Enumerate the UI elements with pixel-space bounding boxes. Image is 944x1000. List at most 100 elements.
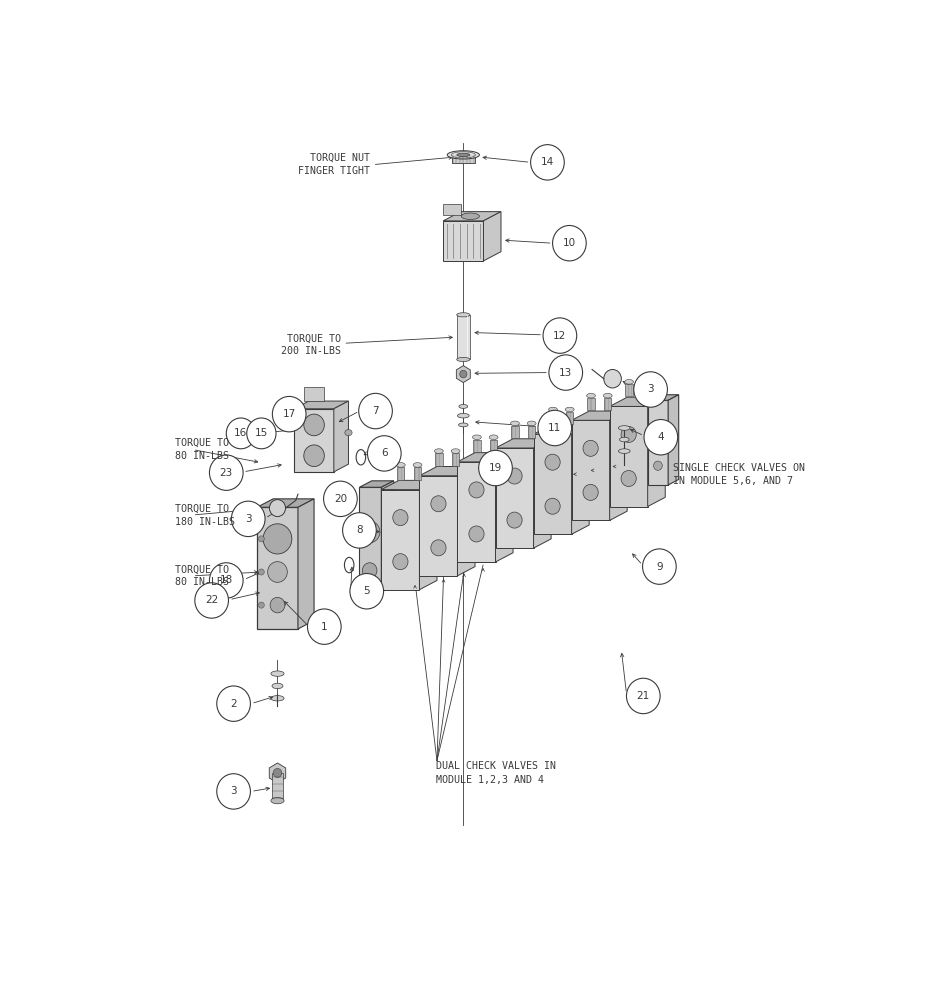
Polygon shape: [419, 466, 475, 476]
Circle shape: [231, 501, 265, 537]
Bar: [457, 315, 470, 359]
Text: 16: 16: [234, 428, 247, 438]
Polygon shape: [533, 434, 571, 534]
Bar: [443, 204, 462, 215]
Circle shape: [304, 414, 325, 436]
Polygon shape: [381, 490, 419, 590]
Circle shape: [217, 774, 250, 809]
Circle shape: [543, 318, 577, 353]
Circle shape: [269, 500, 285, 517]
Bar: [566, 412, 573, 424]
Text: TORQUE TO
80 IN-LBS: TORQUE TO 80 IN-LBS: [175, 438, 229, 461]
Ellipse shape: [271, 671, 284, 676]
Text: 12: 12: [553, 331, 566, 341]
Ellipse shape: [618, 426, 631, 430]
Ellipse shape: [625, 379, 633, 384]
Text: 15: 15: [255, 428, 268, 438]
Polygon shape: [295, 409, 334, 472]
Circle shape: [367, 436, 401, 471]
Circle shape: [621, 426, 636, 442]
Ellipse shape: [618, 449, 631, 453]
Text: 17: 17: [282, 409, 295, 419]
Polygon shape: [381, 480, 437, 490]
Text: 4: 4: [658, 432, 665, 442]
Circle shape: [653, 461, 663, 470]
Text: TORQUE NUT
FINGER TIGHT: TORQUE NUT FINGER TIGHT: [298, 153, 370, 176]
Polygon shape: [648, 400, 668, 485]
Text: 2: 2: [230, 699, 237, 709]
Bar: [435, 453, 443, 466]
Polygon shape: [496, 439, 551, 448]
Polygon shape: [334, 401, 348, 472]
Ellipse shape: [457, 153, 470, 157]
Polygon shape: [610, 411, 627, 520]
Ellipse shape: [548, 407, 557, 412]
Circle shape: [552, 225, 586, 261]
Ellipse shape: [489, 435, 498, 440]
Text: 3: 3: [230, 786, 237, 796]
Text: 22: 22: [205, 595, 218, 605]
Ellipse shape: [396, 463, 405, 467]
Circle shape: [263, 524, 292, 554]
Polygon shape: [496, 448, 533, 548]
Text: TORQUE TO
80 IN-LBS: TORQUE TO 80 IN-LBS: [175, 564, 229, 587]
Bar: [272, 773, 283, 798]
Polygon shape: [571, 411, 627, 420]
Circle shape: [604, 369, 621, 388]
Circle shape: [460, 370, 467, 378]
Bar: [473, 440, 480, 452]
Bar: [490, 440, 497, 452]
Polygon shape: [443, 221, 483, 261]
Polygon shape: [257, 507, 298, 629]
Bar: [604, 398, 612, 410]
Circle shape: [273, 396, 306, 432]
Polygon shape: [458, 453, 514, 462]
Bar: [452, 453, 459, 466]
Text: 14: 14: [541, 157, 554, 167]
Polygon shape: [381, 481, 394, 592]
Ellipse shape: [271, 696, 284, 701]
Circle shape: [304, 445, 325, 467]
Polygon shape: [571, 420, 610, 520]
Polygon shape: [298, 499, 314, 629]
Text: 19: 19: [489, 463, 502, 473]
Circle shape: [343, 513, 377, 548]
Text: 23: 23: [220, 468, 233, 478]
Text: 3: 3: [648, 384, 654, 394]
Text: 13: 13: [559, 368, 572, 378]
Ellipse shape: [473, 435, 481, 440]
Ellipse shape: [434, 449, 444, 453]
Text: 20: 20: [334, 494, 347, 504]
Ellipse shape: [451, 449, 460, 453]
Text: 18: 18: [220, 575, 233, 585]
Circle shape: [531, 145, 565, 180]
Ellipse shape: [272, 683, 283, 689]
Polygon shape: [648, 397, 666, 507]
Circle shape: [653, 426, 663, 436]
Polygon shape: [456, 366, 470, 383]
Circle shape: [627, 678, 660, 714]
Text: TORQUE TO
200 IN-LBS: TORQUE TO 200 IN-LBS: [281, 333, 341, 356]
Circle shape: [469, 526, 484, 542]
Text: 8: 8: [356, 525, 362, 535]
Circle shape: [545, 498, 560, 514]
Circle shape: [393, 554, 408, 570]
Circle shape: [270, 597, 285, 613]
Ellipse shape: [641, 379, 650, 384]
Circle shape: [430, 496, 447, 512]
Circle shape: [194, 583, 228, 618]
Text: DUAL CHECK VALVES IN
MODULE 1,2,3 AND 4: DUAL CHECK VALVES IN MODULE 1,2,3 AND 4: [436, 761, 556, 785]
Circle shape: [633, 372, 667, 407]
Circle shape: [324, 481, 357, 517]
Text: TORQUE TO
180 IN-LBS: TORQUE TO 180 IN-LBS: [175, 503, 235, 527]
Ellipse shape: [457, 357, 470, 362]
Polygon shape: [571, 425, 589, 534]
Ellipse shape: [565, 407, 574, 412]
Ellipse shape: [458, 413, 469, 418]
Circle shape: [643, 549, 676, 584]
Ellipse shape: [603, 393, 612, 398]
Polygon shape: [610, 397, 666, 406]
Text: 7: 7: [372, 406, 379, 416]
Polygon shape: [360, 481, 394, 487]
Bar: [452, 155, 475, 163]
